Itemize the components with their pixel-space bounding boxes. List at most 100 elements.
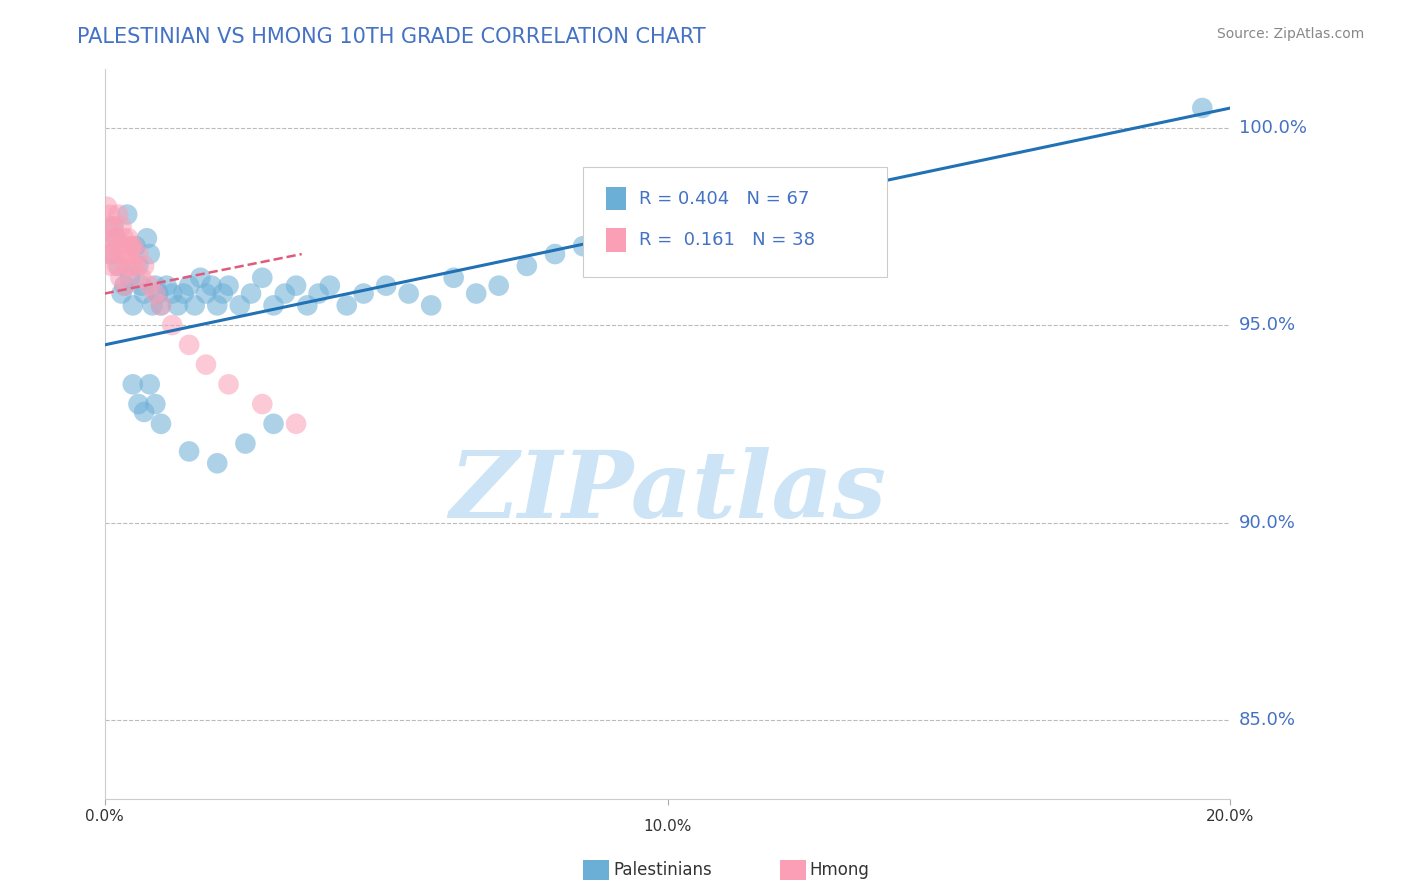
Point [97, 219, 120, 234]
Point [274, 286, 297, 301]
Point [285, 417, 308, 431]
Point [138, 278, 160, 293]
Point [235, 436, 257, 450]
FancyBboxPatch shape [583, 167, 887, 277]
Point [121, 377, 143, 392]
Point [98, 208, 121, 222]
Point [135, 231, 157, 245]
Point [111, 247, 134, 261]
Point [115, 239, 138, 253]
Point [121, 259, 143, 273]
Point [240, 286, 263, 301]
Point [212, 286, 235, 301]
Point [160, 318, 183, 332]
Point [98, 247, 121, 261]
Point [101, 239, 124, 253]
Text: 95.0%: 95.0% [1239, 316, 1296, 334]
Point [628, 219, 651, 234]
Point [179, 338, 201, 352]
Point [101, 219, 124, 234]
Point [572, 239, 595, 253]
Point [149, 298, 172, 312]
Point [319, 278, 342, 293]
Point [107, 208, 129, 222]
Point [124, 239, 146, 253]
Point [657, 208, 679, 222]
Point [184, 298, 207, 312]
Point [132, 286, 155, 301]
Point [160, 286, 183, 301]
Point [104, 247, 127, 261]
Point [685, 219, 707, 234]
Text: 10.0%: 10.0% [644, 819, 692, 834]
Point [263, 417, 285, 431]
Point [353, 286, 375, 301]
Point [465, 286, 488, 301]
Text: R =  0.161   N = 38: R = 0.161 N = 38 [640, 231, 815, 249]
Point [141, 298, 163, 312]
Text: PALESTINIAN VS HMONG 10TH GRADE CORRELATION CHART: PALESTINIAN VS HMONG 10TH GRADE CORRELAT… [77, 27, 706, 46]
FancyBboxPatch shape [606, 228, 626, 252]
Point [104, 231, 127, 245]
Point [100, 259, 122, 273]
Point [129, 270, 152, 285]
Point [114, 278, 136, 293]
Point [132, 259, 155, 273]
Point [195, 358, 218, 372]
Point [713, 208, 735, 222]
Point [252, 270, 274, 285]
Point [285, 278, 308, 293]
Point [179, 444, 201, 458]
Point [138, 247, 160, 261]
Point [143, 397, 166, 411]
Text: ZIPatlas: ZIPatlas [449, 447, 886, 537]
Point [110, 270, 132, 285]
Point [110, 219, 132, 234]
Point [195, 286, 218, 301]
Text: Hmong: Hmong [810, 861, 870, 879]
Text: R = 0.404   N = 67: R = 0.404 N = 67 [640, 189, 810, 208]
Point [166, 298, 188, 312]
Point [94, 231, 117, 245]
Point [443, 270, 465, 285]
Point [108, 239, 131, 253]
Point [127, 259, 149, 273]
Point [252, 397, 274, 411]
Point [118, 270, 141, 285]
Text: Source: ZipAtlas.com: Source: ZipAtlas.com [1216, 27, 1364, 41]
Point [112, 231, 135, 245]
Point [398, 286, 420, 301]
Point [336, 298, 359, 312]
Point [117, 231, 139, 245]
Point [207, 298, 229, 312]
Point [107, 259, 129, 273]
Point [190, 270, 212, 285]
Point [308, 286, 330, 301]
Point [103, 219, 125, 234]
Point [104, 231, 127, 245]
Point [297, 298, 319, 312]
Point [98, 247, 121, 261]
Point [143, 286, 166, 301]
Point [124, 259, 146, 273]
Point [420, 298, 443, 312]
Text: 90.0%: 90.0% [1239, 514, 1296, 532]
Point [115, 208, 138, 222]
Point [544, 247, 567, 261]
Point [112, 278, 135, 293]
Point [121, 298, 143, 312]
Point [127, 397, 149, 411]
Point [129, 278, 152, 293]
Point [1191, 101, 1213, 115]
Point [516, 259, 538, 273]
Text: 85.0%: 85.0% [1239, 711, 1296, 729]
Point [149, 298, 172, 312]
Point [105, 259, 128, 273]
Point [149, 417, 172, 431]
Point [600, 231, 623, 245]
Point [110, 286, 132, 301]
Point [127, 247, 149, 261]
Point [218, 278, 240, 293]
Point [207, 456, 229, 470]
FancyBboxPatch shape [606, 186, 626, 211]
